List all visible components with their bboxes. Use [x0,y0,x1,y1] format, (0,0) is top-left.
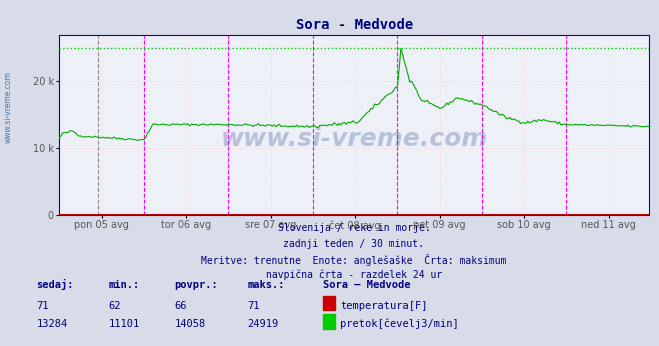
Text: povpr.:: povpr.: [175,280,218,290]
Text: navpična črta - razdelek 24 ur: navpična črta - razdelek 24 ur [266,270,442,280]
Title: Sora - Medvode: Sora - Medvode [296,18,413,32]
Text: pretok[čevelj3/min]: pretok[čevelj3/min] [340,318,459,329]
Text: 11101: 11101 [109,319,140,329]
Text: 71: 71 [36,301,49,311]
Text: sedaj:: sedaj: [36,279,74,290]
Text: zadnji teden / 30 minut.: zadnji teden / 30 minut. [283,239,424,249]
Text: www.si-vreme.com: www.si-vreme.com [3,71,13,143]
Text: 71: 71 [247,301,260,311]
Text: maks.:: maks.: [247,280,285,290]
Text: 14058: 14058 [175,319,206,329]
Text: 62: 62 [109,301,121,311]
Text: 24919: 24919 [247,319,278,329]
Text: 66: 66 [175,301,187,311]
Text: temperatura[F]: temperatura[F] [340,301,428,311]
Text: Sora – Medvode: Sora – Medvode [323,280,411,290]
Text: 13284: 13284 [36,319,67,329]
Text: www.si-vreme.com: www.si-vreme.com [221,127,488,151]
Text: min.:: min.: [109,280,140,290]
Text: Meritve: trenutne  Enote: anglešaške  Črta: maksimum: Meritve: trenutne Enote: anglešaške Črta… [201,254,507,266]
Text: Slovenija / reke in morje.: Slovenija / reke in morje. [277,223,430,233]
